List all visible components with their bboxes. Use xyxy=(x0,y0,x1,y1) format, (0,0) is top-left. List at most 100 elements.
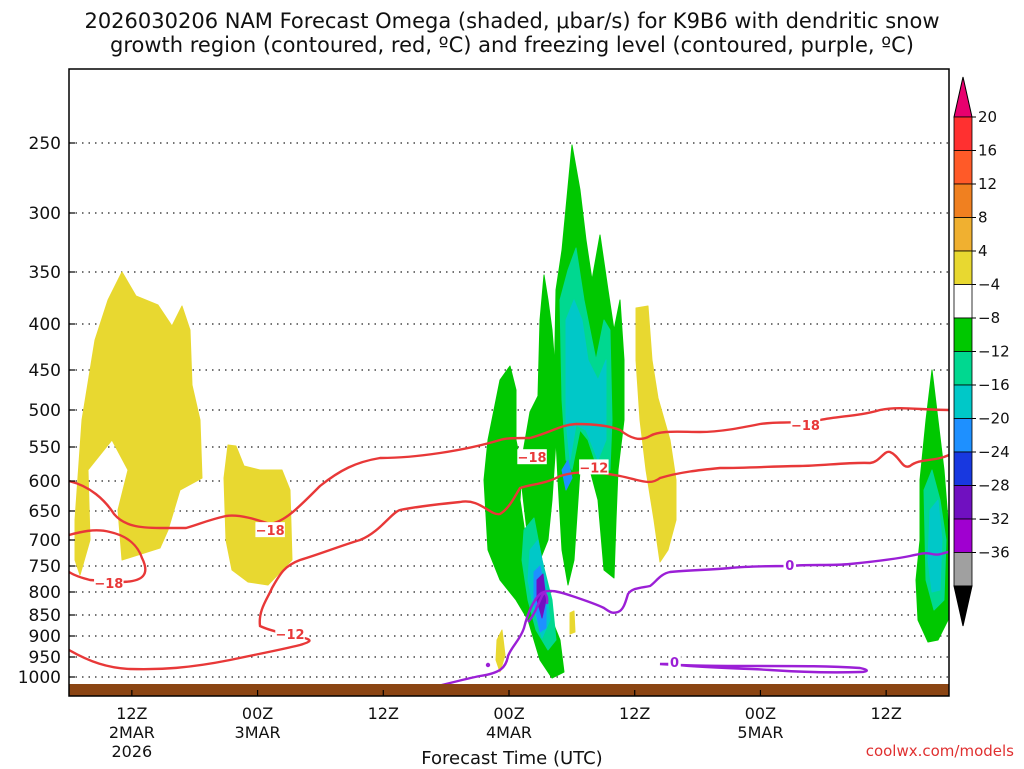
y-tick-label-400: 400 xyxy=(29,315,61,335)
x-tick-label-18-1: 3MAR xyxy=(235,723,281,742)
contour-label-1: −18 xyxy=(256,524,285,539)
colorbar: 20 16 12 8 4 −4 −8 −12 −16 −20 −24 −28 −32 −36 xyxy=(953,76,1010,627)
x-tick-label-42-0: 00Z xyxy=(493,704,524,723)
colorbar-label-13: −36 xyxy=(978,544,1010,562)
contour-label-7: 0 xyxy=(670,656,679,671)
freezing-level-main xyxy=(419,550,949,692)
cyan-region-3 xyxy=(927,499,943,593)
colorbar-segment-2 xyxy=(953,150,973,185)
x-tick-label-6-0: 12Z xyxy=(116,704,147,723)
y-tick-label-500: 500 xyxy=(29,401,61,421)
y-tick-label-650: 650 xyxy=(29,502,61,522)
chart-title-line-2: growth region (contoured, red, ºC) and f… xyxy=(110,33,914,57)
contour-labels: −18 −18 −12 −18 −12 −18 0 0 xyxy=(94,416,821,671)
colorbar-segment-4 xyxy=(953,217,973,252)
colorbar-segment-13 xyxy=(953,518,973,553)
y-tick-label-900: 900 xyxy=(29,627,61,647)
colorbar-label-7: −12 xyxy=(978,343,1010,361)
y-tick-label-550: 550 xyxy=(29,438,61,458)
contour-label-6: 0 xyxy=(785,559,794,574)
x-tick-label-18-0: 00Z xyxy=(242,704,273,723)
colorbar-segment-8 xyxy=(953,351,973,386)
y-axis: 2503003504004505005506006507007508008509… xyxy=(18,134,75,688)
x-tick-label-54-0: 12Z xyxy=(619,704,650,723)
contour-label-bg-4 xyxy=(579,459,609,475)
freezing-level-contours xyxy=(419,550,949,692)
colorbar-segment-9 xyxy=(953,384,973,419)
x-axis-title: Forecast Time (UTC) xyxy=(421,748,603,769)
contour-label-bg-7 xyxy=(668,653,681,669)
colorbar-label-1: 16 xyxy=(978,142,997,160)
x-tick-label-78-0: 12Z xyxy=(870,704,901,723)
chart-title-line-1: 2026030206 NAM Forecast Omega (shaded, μ… xyxy=(84,9,940,33)
freezing-level-dot xyxy=(485,662,491,668)
y-tick-label-450: 450 xyxy=(29,361,61,381)
colorbar-label-5: −4 xyxy=(978,276,1000,294)
omega-shading xyxy=(74,144,949,679)
contour-label-3: −18 xyxy=(518,451,547,466)
dgz-contours xyxy=(69,407,949,671)
colorbar-segment-11 xyxy=(953,451,973,486)
x-tick-label-66-0: 00Z xyxy=(745,704,776,723)
dgz-lower-contour xyxy=(69,450,949,671)
y-tick-label-1000: 1000 xyxy=(18,668,61,688)
colorbar-label-10: −24 xyxy=(978,443,1010,461)
freezing-level-lower-loop xyxy=(659,662,868,674)
y-tick-label-700: 700 xyxy=(29,531,61,551)
contour-label-bg-6 xyxy=(783,556,797,572)
contour-label-bg-1 xyxy=(255,522,285,538)
colorbar-segment-3 xyxy=(953,183,973,218)
colorbar-label-6: −8 xyxy=(978,309,1000,327)
colorbar-bottom-arrow xyxy=(953,585,973,627)
colorbar-label-2: 12 xyxy=(978,175,997,193)
y-tick-label-350: 350 xyxy=(29,263,61,283)
colorbar-segment-5 xyxy=(953,250,973,285)
contour-label-4: −12 xyxy=(579,461,608,476)
colorbar-top-arrow xyxy=(953,76,973,118)
x-tick-label-6-2: 2026 xyxy=(111,742,152,761)
colorbar-label-8: −16 xyxy=(978,376,1010,394)
colorbar-label-4: 4 xyxy=(978,242,988,260)
y-tick-label-300: 300 xyxy=(29,204,61,224)
contour-label-bg-2 xyxy=(275,625,305,641)
y-tick-label-600: 600 xyxy=(29,472,61,492)
x-tick-label-66-1: 5MAR xyxy=(737,723,783,742)
colorbar-label-9: −20 xyxy=(978,410,1010,428)
y-tick-label-950: 950 xyxy=(29,648,61,668)
dgz-upper-loop xyxy=(69,529,147,584)
yellow-region-4 xyxy=(495,629,506,673)
yellow-region-5 xyxy=(569,610,576,635)
x-tick-label-30-0: 12Z xyxy=(368,704,399,723)
yellow-region-1 xyxy=(74,271,203,576)
x-tick-label-6-1: 2MAR xyxy=(109,723,155,742)
contour-label-bg-0 xyxy=(94,575,124,591)
y-tick-label-250: 250 xyxy=(29,134,61,154)
colorbar-segment-14 xyxy=(953,552,973,587)
colorbar-label-3: 8 xyxy=(978,209,988,227)
contour-label-2: −12 xyxy=(276,628,305,643)
contour-label-bg-3 xyxy=(517,449,547,465)
site-credit: coolwx.com/models xyxy=(865,742,1014,760)
colorbar-label-0: 20 xyxy=(978,108,997,126)
colorbar-segment-7 xyxy=(953,317,973,352)
freezing-level-inner-hook xyxy=(527,592,549,623)
x-tick-label-42-1: 4MAR xyxy=(486,723,532,742)
contour-label-bg-5 xyxy=(790,416,821,432)
contour-label-5: −18 xyxy=(791,419,820,434)
dgz-upper-contour-b xyxy=(529,407,949,441)
colorbar-segment-12 xyxy=(953,485,973,520)
colorbar-label-12: −32 xyxy=(978,510,1010,528)
y-tick-label-850: 850 xyxy=(29,606,61,626)
dgz-upper-contour-a xyxy=(69,436,531,530)
colorbar-segment-10 xyxy=(953,418,973,453)
colorbar-segment-1 xyxy=(953,116,973,151)
y-tick-label-750: 750 xyxy=(29,557,61,577)
colorbar-segment-6 xyxy=(953,284,973,319)
cyan-region-1 xyxy=(565,299,607,461)
yellow-region-2 xyxy=(223,444,293,586)
contour-label-0: −18 xyxy=(94,577,123,592)
colorbar-label-11: −28 xyxy=(978,477,1010,495)
y-tick-label-800: 800 xyxy=(29,583,61,603)
